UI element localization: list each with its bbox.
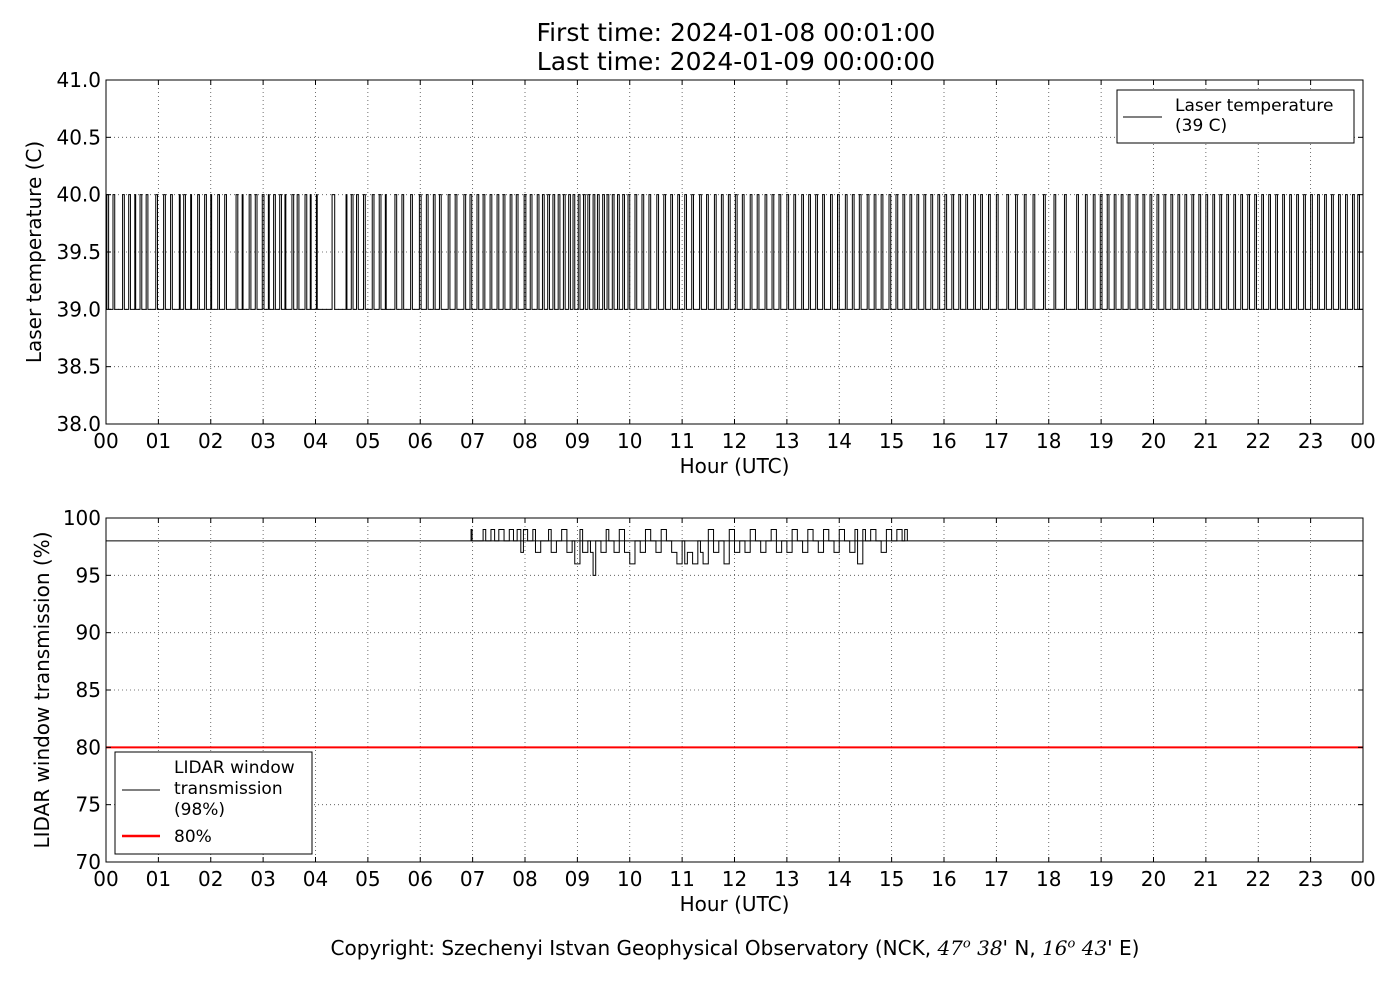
transmission-line [470,528,908,576]
longitude-minutes: 43 [1081,936,1108,960]
x-tick-label: 03 [250,867,275,891]
y-tick-label: 90 [76,621,101,645]
x-tick-label: 10 [617,429,642,453]
last-time-label: Last time: 2024-01-09 00:00:00 [536,47,936,76]
x-tick-label: 08 [512,429,537,453]
y-tick-label: 41.0 [56,68,101,92]
x-tick-label: 15 [879,429,904,453]
x-tick-label: 13 [774,429,799,453]
x-tick-label: 12 [722,429,747,453]
y-tick-label: 80 [76,735,101,759]
x-tick-label: 10 [617,867,642,891]
x-tick-label: 06 [408,429,433,453]
x-tick-label: 22 [1246,429,1271,453]
lidar-transmission-panel: 00 01 02 03 04 05 06 07 08 09 10 11 12 13 14 15 16 17 18 19… [30,506,1376,916]
x-tick-label: 06 [408,867,433,891]
x-tick-label: 00 [93,867,118,891]
x-tick-label: 22 [1246,867,1271,891]
y-axis-label: Laser temperature (C) [22,141,46,363]
x-tick-label: 09 [565,429,590,453]
y-tick-label: 40.0 [56,183,101,207]
x-tick-label: 18 [1036,867,1061,891]
x-tick-label: 04 [303,867,328,891]
x-tick-label: 16 [931,867,956,891]
x-tick-label: 17 [984,867,1009,891]
laser-temperature-panel: 00 01 02 03 04 05 06 07 08 09 10 11 12 13 14 15 16 17 18 19… [22,68,1376,478]
x-axis-label: Hour (UTC) [680,454,790,478]
x-axis-label: Hour (UTC) [680,892,790,916]
y-axis-label: LIDAR window transmission (%) [30,532,54,849]
x-tick-label: 01 [146,867,171,891]
x-tick-label: 07 [460,867,485,891]
x-tick-label: 17 [984,429,1009,453]
y-tick-label: 39.0 [56,297,101,321]
chart-title: First time: 2024-01-08 00:01:00 Last tim… [0,18,1400,76]
x-tick-label: 14 [827,867,852,891]
latitude-degrees: 47 [937,936,963,960]
legend-label: transmission [174,779,283,799]
legend-label: 80% [174,827,212,847]
latitude-minutes: 38 [977,936,1003,960]
x-tick-label: 16 [931,429,956,453]
longitude-degrees: 16 [1042,936,1068,960]
x-tick-label: 02 [198,429,223,453]
x-tick-label: 09 [565,867,590,891]
legend-label: Laser temperature [1175,96,1333,116]
y-tick-label: 38.5 [56,355,101,379]
y-tick-label: 95 [76,563,101,587]
legend: Laser temperature(39 C) [1116,89,1355,144]
x-tick-label: 21 [1193,867,1218,891]
latitude-suffix: ' N, [1002,936,1043,960]
x-tick-label: 03 [250,429,275,453]
x-tick-label: 04 [303,429,328,453]
y-tick-label: 100 [63,506,101,530]
x-tick-label: 13 [774,867,799,891]
x-tick-label: 05 [355,429,380,453]
longitude-suffix: ' E) [1107,936,1140,960]
x-tick-label: 18 [1036,429,1061,453]
copyright-footer: Copyright: Szechenyi Istvan Geophysical … [330,936,1140,960]
laser-temperature-line [106,194,1363,310]
x-tick-label: 00 [1350,429,1375,453]
x-tick-label: 20 [1141,867,1166,891]
x-tick-label: 07 [460,429,485,453]
x-tick-label: 23 [1298,867,1323,891]
x-tick-label: 21 [1193,429,1218,453]
x-tick-label: 19 [1088,429,1113,453]
legend-label: LIDAR window [174,758,295,778]
x-tick-label: 05 [355,867,380,891]
x-tick-label: 11 [669,429,694,453]
y-tick-label: 70 [76,850,101,874]
x-tick-label: 19 [1088,867,1113,891]
x-tick-label: 11 [669,867,694,891]
x-tick-label: 00 [1350,867,1375,891]
first-time-label: First time: 2024-01-08 00:01:00 [536,18,936,47]
y-tick-label: 75 [76,793,101,817]
x-tick-label: 00 [93,429,118,453]
x-tick-label: 12 [722,867,747,891]
copyright-text: Copyright: Szechenyi Istvan Geophysical … [330,936,938,960]
y-tick-label: 85 [76,678,101,702]
x-tick-label: 23 [1298,429,1323,453]
x-tick-label: 02 [198,867,223,891]
legend-label: (98%) [174,800,225,820]
y-tick-label: 39.5 [56,240,101,264]
x-tick-label: 01 [146,429,171,453]
x-tick-label: 20 [1141,429,1166,453]
x-tick-label: 15 [879,867,904,891]
legend-label: (39 C) [1175,116,1227,136]
y-tick-label: 38.0 [56,412,101,436]
x-tick-label: 14 [827,429,852,453]
x-tick-label: 08 [512,867,537,891]
y-tick-label: 40.5 [56,125,101,149]
